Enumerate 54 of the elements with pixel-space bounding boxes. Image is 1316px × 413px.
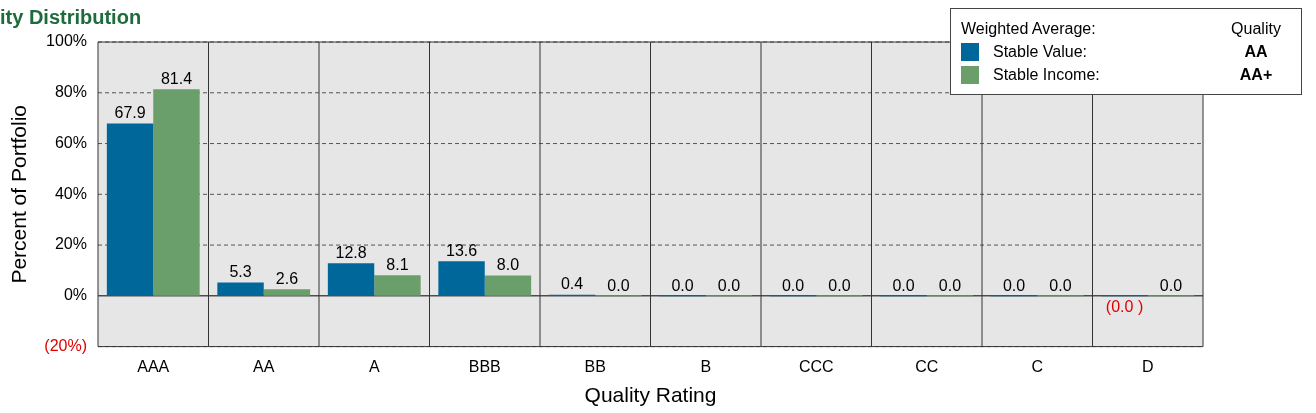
x-tick-label: D <box>1141 357 1154 375</box>
y-tick-label: 0% <box>63 286 87 304</box>
text: AA <box>1243 42 1269 61</box>
data-label: 2.6 <box>275 269 299 287</box>
data-label: 0.0 <box>828 276 851 294</box>
x-tick-label: B <box>700 357 712 375</box>
data-label: 12.8 <box>335 243 367 261</box>
bar <box>484 275 532 296</box>
text: AA+ <box>1238 65 1274 84</box>
data-label: 81.4 <box>160 69 193 87</box>
x-tick-label: CC <box>915 357 939 375</box>
y-tick-label: 20% <box>54 235 87 253</box>
data-label: 8.1 <box>386 255 409 273</box>
data-label: 0.0 <box>1159 276 1183 294</box>
data-label: 0.0 <box>1002 276 1026 294</box>
legend-title: Weighted Average: <box>961 19 1097 38</box>
data-label: 0.4 <box>560 275 584 293</box>
data-label: 5.3 <box>229 262 252 280</box>
bar <box>217 282 264 296</box>
bar <box>374 275 421 296</box>
data-label: 0.0 <box>938 276 962 294</box>
text: Quality <box>1230 19 1282 38</box>
bar <box>438 261 485 296</box>
x-tick-label: A <box>368 357 380 375</box>
y-tick-label: 100% <box>46 32 87 50</box>
y-tick-label: 80% <box>54 83 87 101</box>
y-axis-title: Percent of Portfolio <box>7 105 31 284</box>
data-label: 0.0 <box>607 276 630 294</box>
bar <box>153 89 200 296</box>
legend-label: Stable Value: <box>993 42 1088 61</box>
y-tick-label: 60% <box>54 133 87 151</box>
x-tick-label: AAA <box>137 357 170 375</box>
bar <box>263 289 311 296</box>
legend-label: Stable Income: <box>993 65 1101 84</box>
data-label: 0.0 <box>781 276 805 294</box>
data-label: (0.0 ) <box>1105 297 1144 315</box>
data-label: 0.0 <box>1049 276 1072 294</box>
y-tick-label: (20%) <box>44 337 87 355</box>
bar <box>327 263 375 296</box>
data-label: 0.0 <box>717 276 741 294</box>
x-tick-label: CCC <box>798 357 834 375</box>
chart-title: ity Distribution <box>0 6 142 29</box>
x-tick-label: BBB <box>468 357 501 375</box>
x-axis-title: Quality Rating <box>584 383 717 407</box>
bar <box>106 123 154 296</box>
data-label: 0.0 <box>671 276 694 294</box>
x-tick-label: AA <box>253 357 275 375</box>
x-tick-label: C <box>1031 357 1044 375</box>
y-tick-label: 40% <box>54 184 87 202</box>
data-label: 8.0 <box>496 255 520 273</box>
data-label: 67.9 <box>114 103 146 121</box>
data-label: 13.6 <box>445 241 478 259</box>
data-label: 0.0 <box>892 276 915 294</box>
x-tick-label: BB <box>584 357 606 375</box>
